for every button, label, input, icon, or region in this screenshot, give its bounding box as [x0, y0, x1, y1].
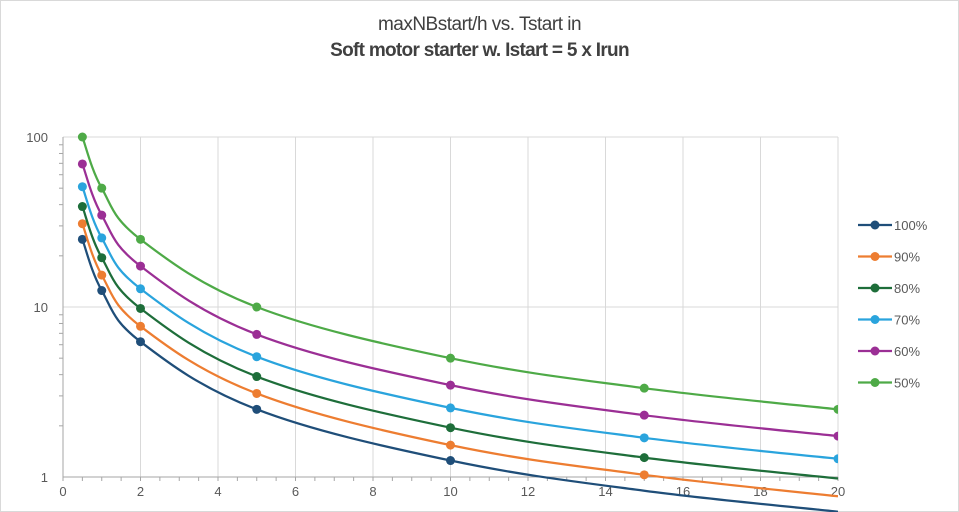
data-point-50-pct: [97, 183, 107, 193]
series-line-70-pct: [81, 186, 838, 460]
chart-title: maxNBstart/h vs. Tstart in: [377, 14, 582, 35]
data-point-70-pct: [446, 403, 455, 413]
legend-label-100-pct: 100%: [894, 218, 928, 233]
series-layer: [77, 132, 838, 512]
data-point-50-pct: [77, 132, 87, 142]
data-point-70-pct: [639, 433, 649, 443]
data-point-90-pct: [77, 219, 87, 229]
data-point-70-pct: [136, 284, 145, 294]
data-point-90-pct: [446, 440, 455, 450]
legend-swatch-marker-80-pct: [870, 283, 880, 293]
data-point-90-pct: [97, 270, 107, 280]
legend-label-50-pct: 50%: [894, 376, 920, 391]
data-point-50-pct: [833, 404, 838, 414]
data-point-100-pct: [77, 234, 87, 244]
legend-label-80-pct: 80%: [894, 281, 920, 296]
series-line-100-pct: [81, 238, 838, 512]
data-point-60-pct: [252, 329, 262, 339]
data-point-60-pct: [97, 210, 107, 220]
data-point-100-pct: [446, 456, 455, 466]
data-point-70-pct: [833, 454, 838, 464]
x-tick-label: 8: [369, 484, 376, 499]
y-tick-label: 1: [41, 470, 48, 485]
x-tick-label: 12: [521, 484, 535, 499]
data-point-90-pct: [136, 321, 145, 331]
legend-label-90-pct: 90%: [894, 250, 920, 265]
legend-swatch-marker-60-pct: [870, 346, 880, 356]
data-point-80-pct: [97, 253, 107, 263]
legend-label-60-pct: 60%: [894, 344, 920, 359]
x-tick-label: 0: [59, 484, 66, 499]
data-point-60-pct: [833, 431, 838, 441]
legend-swatch-marker-100-pct: [870, 220, 880, 230]
legend: 100% 90% 80% 70% 60% 50%: [858, 218, 928, 391]
data-point-50-pct: [639, 383, 649, 393]
x-tick-label: 14: [598, 484, 612, 499]
chart-subtitle: Soft motor starter w. Istart = 5 x Irun: [330, 40, 629, 61]
x-tick-label: 6: [292, 484, 299, 499]
data-point-60-pct: [446, 380, 455, 390]
data-point-50-pct: [136, 234, 145, 244]
data-point-70-pct: [97, 233, 107, 243]
data-point-100-pct: [97, 286, 107, 296]
y-tick-label: 100: [26, 130, 48, 145]
x-tick-label: 2: [137, 484, 144, 499]
data-point-100-pct: [252, 404, 262, 414]
data-point-70-pct: [252, 352, 262, 362]
series-line-60-pct: [81, 163, 838, 438]
data-point-50-pct: [446, 353, 455, 363]
series-line-90-pct: [81, 223, 838, 498]
data-point-50-pct: [252, 302, 262, 312]
data-point-90-pct: [639, 470, 649, 480]
data-point-60-pct: [77, 159, 87, 169]
data-point-90-pct: [252, 388, 262, 398]
x-tick-label: 4: [214, 484, 221, 499]
data-point-80-pct: [639, 453, 649, 463]
x-tick-label: 10: [443, 484, 457, 499]
y-tick-label: 10: [34, 300, 48, 315]
data-point-80-pct: [77, 202, 87, 212]
legend-swatch-marker-50-pct: [870, 378, 880, 387]
data-point-80-pct: [136, 303, 145, 313]
data-point-80-pct: [446, 423, 455, 433]
series-line-80-pct: [81, 206, 838, 480]
legend-swatch-marker-70-pct: [870, 315, 880, 324]
data-point-70-pct: [77, 182, 87, 192]
data-point-80-pct: [252, 372, 262, 382]
legend-label-70-pct: 70%: [894, 313, 920, 328]
data-point-60-pct: [639, 410, 649, 420]
data-point-100-pct: [136, 337, 145, 347]
x-tick-label: 18: [753, 484, 767, 499]
legend-swatch-marker-90-pct: [870, 252, 880, 261]
data-point-60-pct: [136, 261, 145, 271]
series-line-50-pct: [81, 136, 838, 411]
